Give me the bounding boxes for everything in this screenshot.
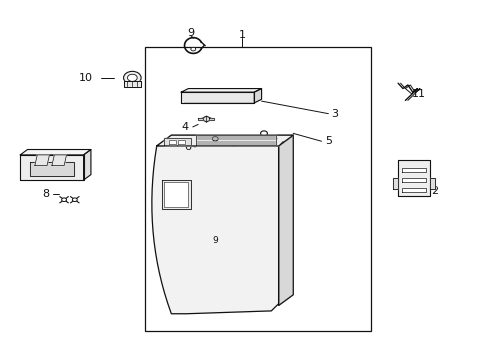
Polygon shape	[401, 188, 425, 192]
Polygon shape	[397, 160, 429, 196]
Polygon shape	[20, 149, 91, 155]
Circle shape	[212, 136, 218, 141]
Polygon shape	[254, 89, 261, 103]
Text: 4: 4	[181, 122, 188, 132]
Polygon shape	[181, 89, 261, 92]
Polygon shape	[161, 180, 190, 209]
Polygon shape	[181, 92, 254, 103]
Text: 11: 11	[411, 89, 425, 99]
Circle shape	[72, 198, 77, 202]
Polygon shape	[52, 155, 66, 166]
Text: 10: 10	[79, 73, 93, 83]
Text: 7: 7	[27, 153, 35, 163]
Polygon shape	[177, 140, 185, 144]
Text: 3: 3	[330, 109, 338, 119]
Polygon shape	[200, 116, 212, 122]
Polygon shape	[163, 138, 190, 145]
Polygon shape	[209, 118, 214, 120]
Text: 2: 2	[430, 186, 437, 196]
Polygon shape	[195, 135, 276, 145]
Bar	[144, 47, 370, 330]
Polygon shape	[278, 135, 293, 306]
Polygon shape	[35, 155, 49, 166]
Polygon shape	[177, 140, 185, 144]
Text: 5: 5	[324, 136, 331, 146]
Polygon shape	[429, 178, 434, 189]
Polygon shape	[198, 118, 203, 120]
Circle shape	[260, 131, 267, 136]
Polygon shape	[163, 138, 190, 145]
Polygon shape	[152, 146, 278, 314]
Text: 9: 9	[187, 28, 194, 38]
Circle shape	[123, 71, 141, 84]
Circle shape	[127, 74, 137, 81]
Text: 1: 1	[238, 30, 245, 40]
Polygon shape	[83, 149, 91, 180]
Polygon shape	[392, 178, 397, 189]
Polygon shape	[20, 155, 83, 180]
Polygon shape	[157, 135, 293, 146]
Polygon shape	[157, 135, 293, 146]
Polygon shape	[168, 140, 176, 144]
Circle shape	[61, 198, 66, 202]
Circle shape	[190, 47, 195, 51]
Text: 9: 9	[212, 237, 218, 246]
Polygon shape	[124, 81, 141, 87]
Polygon shape	[401, 178, 425, 182]
Polygon shape	[30, 162, 74, 176]
Polygon shape	[168, 140, 176, 144]
Text: 6: 6	[183, 142, 190, 152]
Text: 8: 8	[42, 189, 49, 199]
Polygon shape	[401, 168, 425, 172]
Polygon shape	[195, 135, 276, 145]
Polygon shape	[163, 182, 188, 207]
